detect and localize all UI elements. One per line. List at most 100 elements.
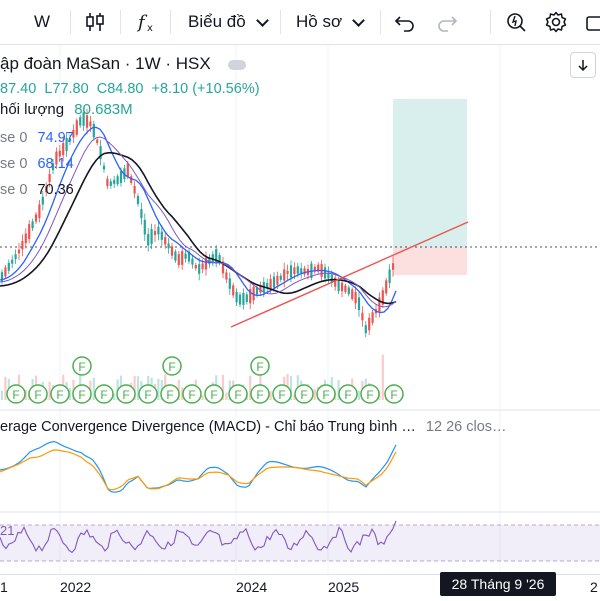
volume-bar — [68, 388, 72, 400]
toolbar-divider — [120, 10, 121, 34]
candle-body — [140, 209, 143, 219]
candle-body — [170, 246, 174, 256]
candle-body — [181, 250, 184, 265]
volume-bar — [136, 376, 140, 400]
dividend-marker-icon — [72, 384, 92, 404]
chart-type-dropdown[interactable]: Biểu đồ — [188, 8, 269, 36]
fx-icon[interactable]: f x — [136, 8, 158, 36]
volume-bar — [293, 394, 296, 400]
candle-body — [371, 312, 374, 323]
volume-bar — [24, 389, 27, 400]
ma-legend-row-1[interactable]: se 0 74.97 — [0, 130, 74, 146]
toolbar-divider — [490, 10, 491, 34]
ma-value: 74.97 — [37, 130, 74, 146]
scroll-to-latest-button[interactable] — [570, 52, 596, 78]
alert-search-icon[interactable] — [504, 8, 528, 36]
volume-bar — [0, 390, 4, 400]
candle-body — [85, 115, 89, 128]
macd-line — [0, 440, 397, 493]
volume-bar — [225, 392, 228, 400]
dividend-marker-label: F — [390, 388, 397, 402]
profile-dropdown[interactable]: Hồ sơ — [296, 8, 365, 36]
long-position-stop-zone[interactable] — [393, 247, 467, 275]
ohlc-close: C84.80 — [96, 81, 144, 97]
candle-body — [327, 272, 330, 279]
dividend-marker-icon — [138, 384, 158, 404]
candle-body — [252, 286, 255, 301]
candle-body — [167, 243, 170, 249]
long-position-profit-zone[interactable] — [393, 99, 467, 247]
candle-body — [286, 270, 289, 274]
dividend-marker-label: F — [366, 388, 373, 402]
ma-legend-row-2[interactable]: se 0 68.14 — [0, 156, 74, 172]
candle-body — [58, 150, 61, 157]
candle-body — [388, 269, 391, 283]
candle-body — [174, 251, 177, 261]
interval-button[interactable]: W — [34, 8, 50, 36]
candle-body — [102, 165, 106, 170]
trend-line[interactable] — [230, 221, 469, 328]
candle-body — [368, 317, 371, 331]
candle-body — [354, 291, 357, 304]
ma-legend-row-3[interactable]: se 0 70.36 — [0, 182, 74, 198]
candle-body — [0, 272, 4, 282]
undo-icon[interactable] — [394, 8, 416, 36]
candle-body — [228, 278, 231, 289]
candles-icon[interactable] — [84, 8, 106, 36]
candle-body — [245, 294, 248, 303]
dividend-marker-icon — [250, 384, 270, 404]
candle-body — [157, 226, 160, 235]
candle-body — [82, 112, 85, 126]
ma-label: se 0 — [0, 182, 28, 198]
dividend-marker-label: F — [34, 388, 41, 402]
dividend-marker-icon — [316, 384, 336, 404]
ma-value: 68.14 — [37, 156, 74, 172]
candle-body — [113, 179, 116, 184]
dividend-marker-label: F — [122, 388, 129, 402]
candle-body — [347, 287, 350, 295]
time-axis-label: 1 — [0, 579, 8, 595]
dividend-marker-label: F — [300, 388, 307, 402]
candle-body — [177, 254, 180, 266]
macd-legend[interactable]: erage Convergence Divergence (MACD) - Ch… — [0, 419, 507, 435]
candle-body — [293, 267, 296, 275]
time-axis-label: 2024 — [236, 579, 268, 595]
volume-label: hối lượng — [0, 101, 65, 118]
candle-body — [65, 137, 68, 152]
candle-body — [201, 263, 204, 270]
candle-body — [337, 279, 340, 291]
chevron-down-icon — [255, 13, 269, 27]
redo-icon[interactable] — [436, 8, 458, 36]
symbol-title[interactable]: ập đoàn MaSan · 1W · HSX — [0, 54, 211, 73]
candle-body — [391, 263, 395, 270]
candle-body — [266, 282, 269, 288]
candle-body — [351, 289, 354, 299]
candle-body — [249, 289, 252, 304]
time-axis-label: 2 — [590, 579, 598, 595]
legend-toggle-icon[interactable] — [228, 60, 246, 70]
chevron-down-icon — [352, 13, 365, 27]
candle-body — [24, 233, 27, 244]
chart-canvas[interactable]: F F F F F F F F F F F F F F F F F FF F F — [0, 45, 600, 575]
camera-icon[interactable] — [586, 8, 600, 36]
candle-body — [221, 261, 225, 274]
candle-body — [269, 279, 272, 289]
dividend-marker-icon — [50, 384, 70, 404]
volume-bar — [4, 376, 7, 400]
volume-legend-row[interactable]: hối lượng 80.683M — [0, 101, 133, 118]
dividend-marker-icon — [28, 384, 48, 404]
volume-bar — [181, 387, 184, 400]
dividend-marker-label: F — [168, 360, 175, 374]
candle-body — [150, 228, 153, 244]
volume-bar — [337, 379, 340, 400]
dividend-marker-icon — [94, 384, 114, 404]
ohlc-low: L77.80 — [44, 81, 89, 97]
dividend-marker-label: F — [278, 388, 285, 402]
time-axis[interactable]: 1 2022 2024 2025 2 — [0, 574, 600, 601]
dividend-marker-icon — [294, 384, 314, 404]
ohlc-change: +8.10 (+10.56%) — [151, 81, 260, 97]
candle-body — [143, 219, 146, 235]
candle-body — [218, 255, 221, 263]
gear-icon[interactable] — [544, 8, 568, 36]
chart-grid — [59, 45, 501, 575]
